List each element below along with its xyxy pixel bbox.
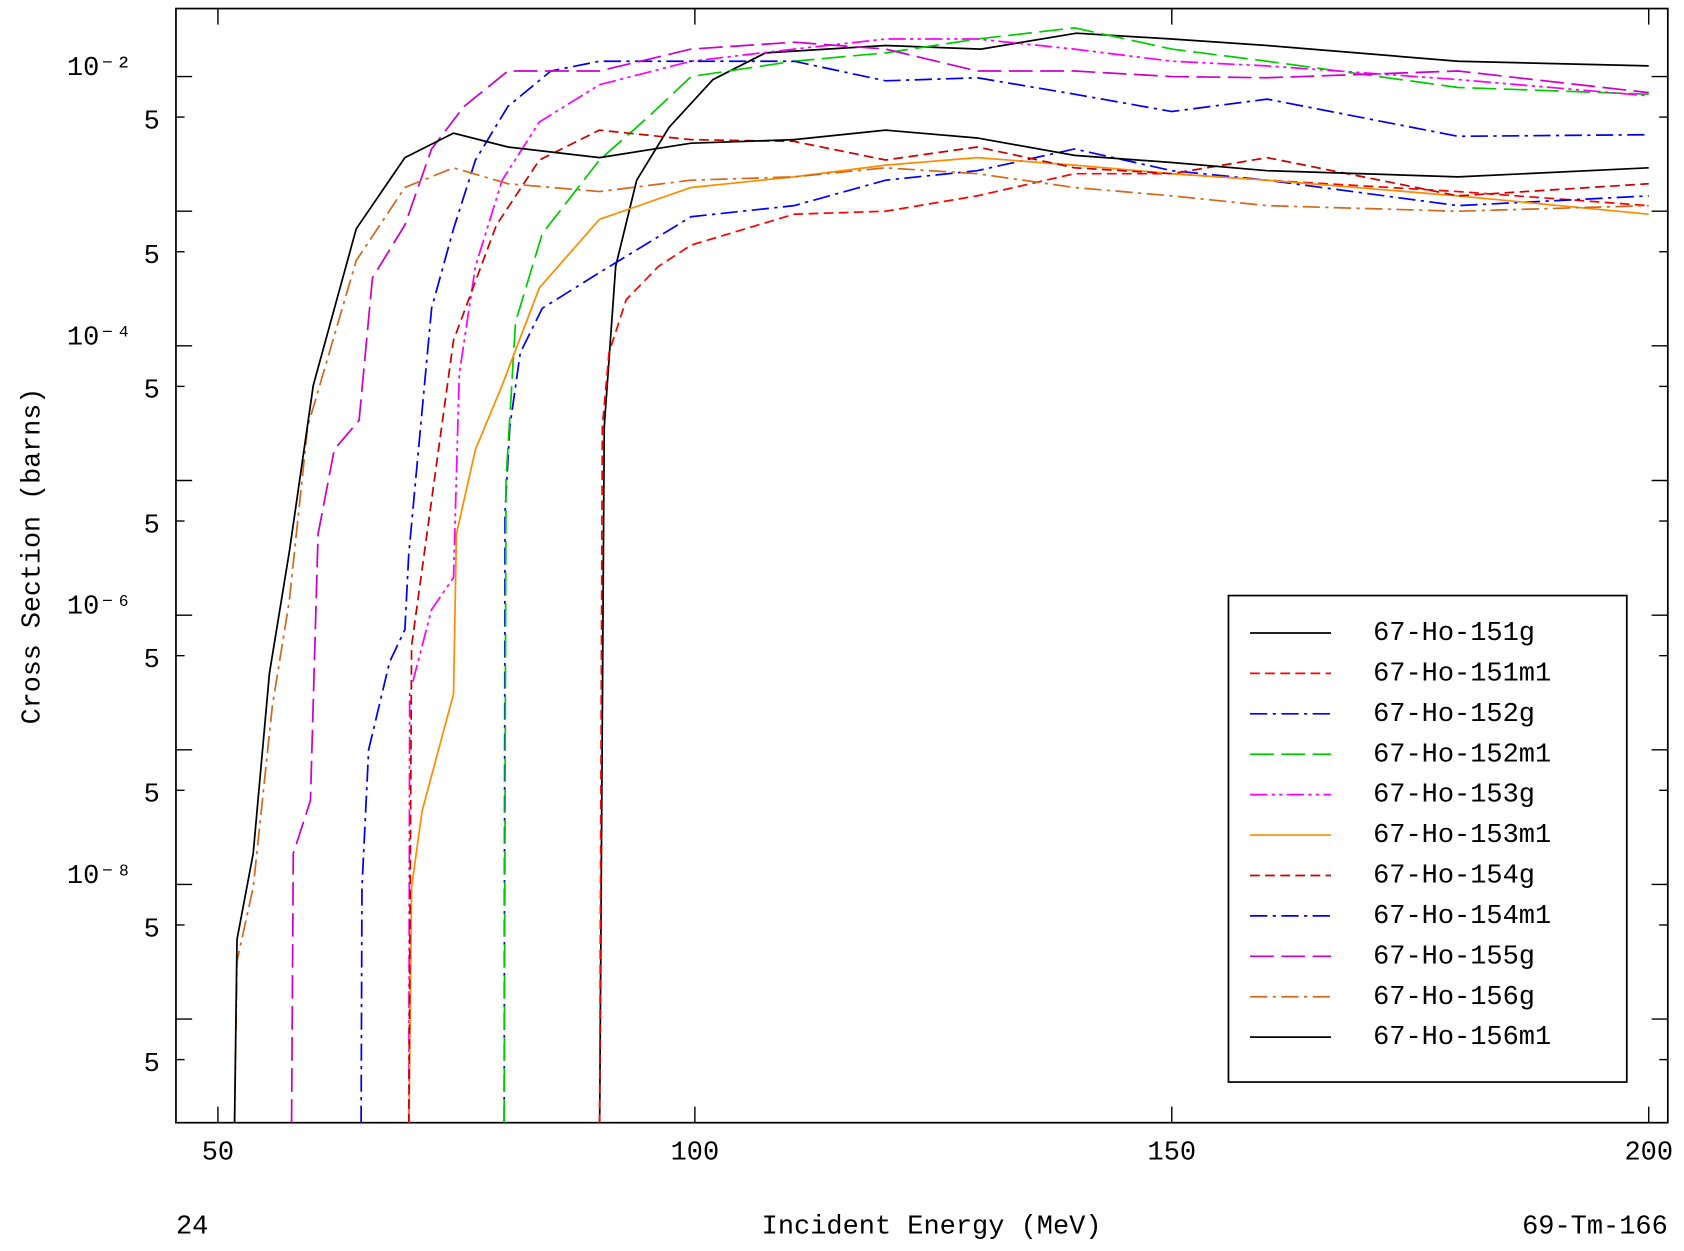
- x-axis-label: Incident Energy (MeV): [762, 1213, 1102, 1243]
- plot-frame: [175, 7, 1669, 1124]
- legend-label: 67-Ho-153g: [1373, 781, 1535, 811]
- x-tick-label: 200: [1624, 1139, 1673, 1169]
- y-tick-label: 5: [144, 377, 160, 407]
- y-tick-label: 5: [144, 646, 160, 676]
- series-line: [233, 129, 1649, 1123]
- y-tick-label: 5: [144, 781, 160, 811]
- x-tick-label: 100: [671, 1139, 720, 1169]
- y-tick-label: 10⁻⁸: [67, 862, 132, 892]
- legend-label: 67-Ho-153m1: [1373, 821, 1551, 851]
- legend-label: 67-Ho-152m1: [1373, 740, 1551, 770]
- legend-label: 67-Ho-156m1: [1373, 1023, 1551, 1053]
- legend-label: 67-Ho-156g: [1373, 983, 1535, 1013]
- y-tick-label: 10⁻²: [67, 54, 132, 84]
- y-tick-label: 10⁻⁴: [67, 323, 132, 353]
- legend-label: 67-Ho-155g: [1373, 942, 1535, 972]
- series-line: [408, 156, 1649, 1123]
- y-tick-label: 5: [144, 108, 160, 138]
- series-line: [407, 38, 1649, 1123]
- y-tick-label: 10⁻⁶: [67, 593, 132, 623]
- y-tick-label: 5: [144, 242, 160, 272]
- footer-right: 69-Tm-166: [1522, 1213, 1668, 1243]
- series-line: [408, 129, 1649, 1123]
- footer-left: 24: [176, 1213, 208, 1243]
- plot-lines: [233, 26, 1649, 1123]
- legend-label: 67-Ho-152g: [1373, 700, 1535, 730]
- series-line: [598, 32, 1649, 1123]
- legend-label: 67-Ho-154g: [1373, 862, 1535, 892]
- x-tick-label: 50: [202, 1139, 234, 1169]
- legend-label: 67-Ho-154m1: [1373, 902, 1551, 932]
- series-line: [233, 166, 1649, 1123]
- y-tick-label: 5: [144, 511, 160, 541]
- series-line: [290, 41, 1649, 1123]
- series-line: [503, 148, 1649, 1123]
- y-axis-label: Cross Section (barns): [18, 388, 48, 725]
- legend-label: 67-Ho-151g: [1373, 619, 1535, 649]
- legend-box: [1227, 594, 1628, 1083]
- legend-label: 67-Ho-151m1: [1373, 660, 1551, 690]
- y-tick-label: 5: [144, 915, 160, 945]
- x-tick-label: 150: [1148, 1139, 1197, 1169]
- y-tick-label: 5: [144, 1050, 160, 1080]
